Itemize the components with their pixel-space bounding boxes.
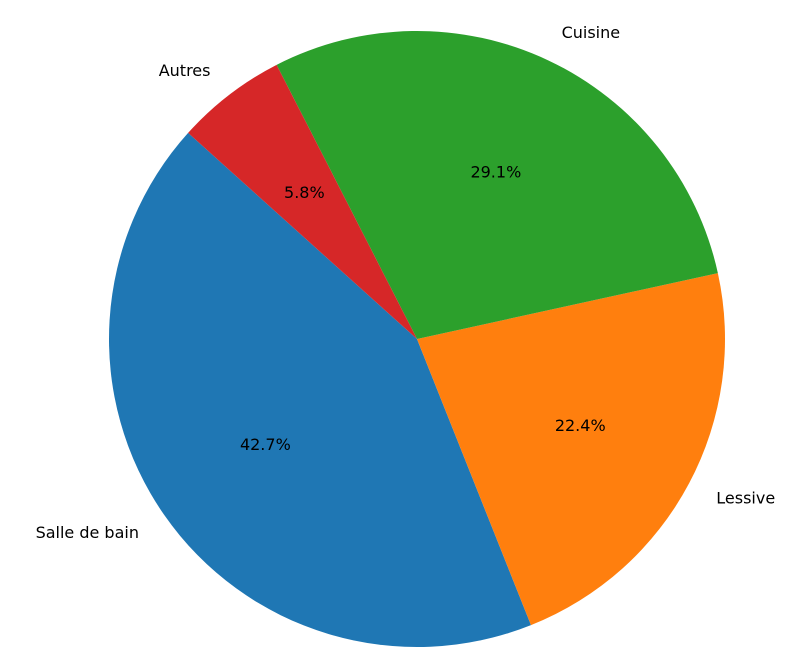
- slice-percent-label: 42.7%: [240, 435, 291, 454]
- pie-slice: [188, 64, 417, 339]
- slice-category-label: Autres: [159, 61, 211, 80]
- slice-category-label: Cuisine: [562, 23, 621, 42]
- slice-percent-label: 5.8%: [284, 183, 325, 202]
- slice-category-label: Lessive: [716, 488, 775, 507]
- pie-slice: [109, 132, 531, 647]
- pie-slice: [417, 273, 725, 626]
- pie-slices: [109, 30, 725, 647]
- slice-percent-label: 29.1%: [470, 162, 521, 181]
- pie-labels: 42.7% Salle de bain 22.4% Lessive 29.1% Cuisi…: [36, 23, 776, 542]
- slice-category-label: Salle de bain: [36, 523, 139, 542]
- pie-slice: [276, 30, 718, 340]
- slice-percent-label: 22.4%: [555, 416, 606, 435]
